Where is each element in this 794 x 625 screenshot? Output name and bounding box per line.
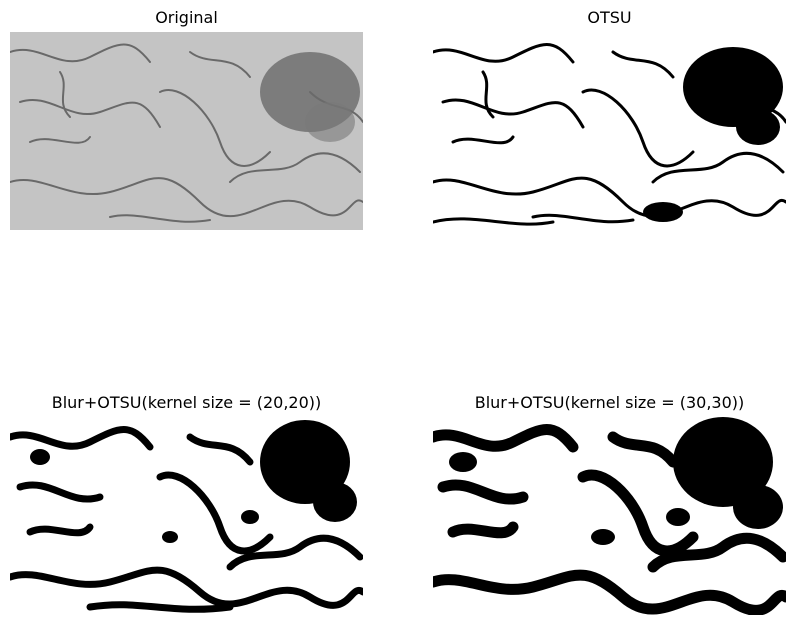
otsu-image: [433, 32, 786, 230]
title-blur-otsu-30: Blur+OTSU(kernel size = (30,30)): [474, 393, 745, 412]
original-image: [10, 32, 363, 230]
title-otsu: OTSU: [587, 8, 632, 27]
blur-otsu-30-image: [433, 417, 786, 615]
title-original: Original: [155, 8, 218, 27]
title-blur-otsu-20: Blur+OTSU(kernel size = (20,20)): [51, 393, 322, 412]
blur-otsu-20-image: [10, 417, 363, 615]
